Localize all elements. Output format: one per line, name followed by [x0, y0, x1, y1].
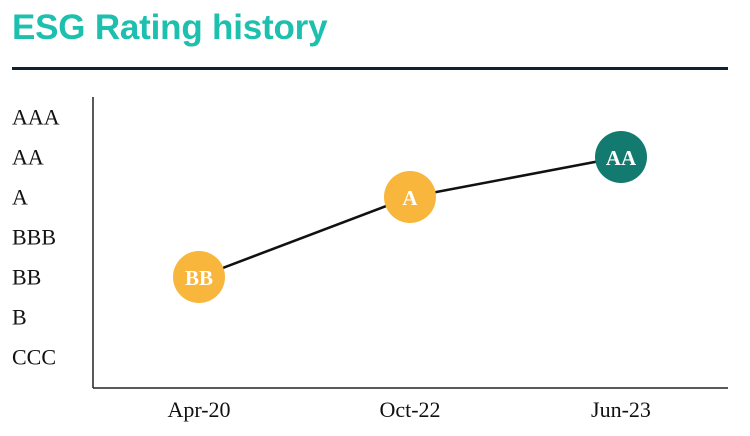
page-title: ESG Rating history — [12, 8, 328, 47]
title-divider — [12, 67, 728, 70]
data-label: A — [402, 186, 418, 210]
rating-line — [198, 155, 622, 279]
y-tick-label: A — [12, 185, 28, 210]
data-label: BB — [185, 266, 213, 290]
x-tick-label: Apr-20 — [167, 397, 230, 422]
y-tick-label: BBB — [12, 225, 56, 250]
x-tick-label: Jun-23 — [591, 397, 651, 422]
y-tick-label: BB — [12, 265, 41, 290]
data-point — [173, 251, 225, 303]
y-tick-label: B — [12, 305, 27, 330]
y-tick-label: CCC — [12, 345, 56, 370]
data-label: AA — [606, 146, 637, 170]
line-segment — [198, 195, 411, 279]
data-point — [595, 131, 647, 183]
data-point — [384, 171, 436, 223]
x-tick-labels: Apr-20 Oct-22 Jun-23 — [167, 397, 651, 422]
x-tick-label: Oct-22 — [379, 397, 440, 422]
y-tick-label: AA — [12, 145, 44, 170]
y-tick-label: AAA — [12, 105, 60, 130]
line-segment — [409, 155, 622, 199]
